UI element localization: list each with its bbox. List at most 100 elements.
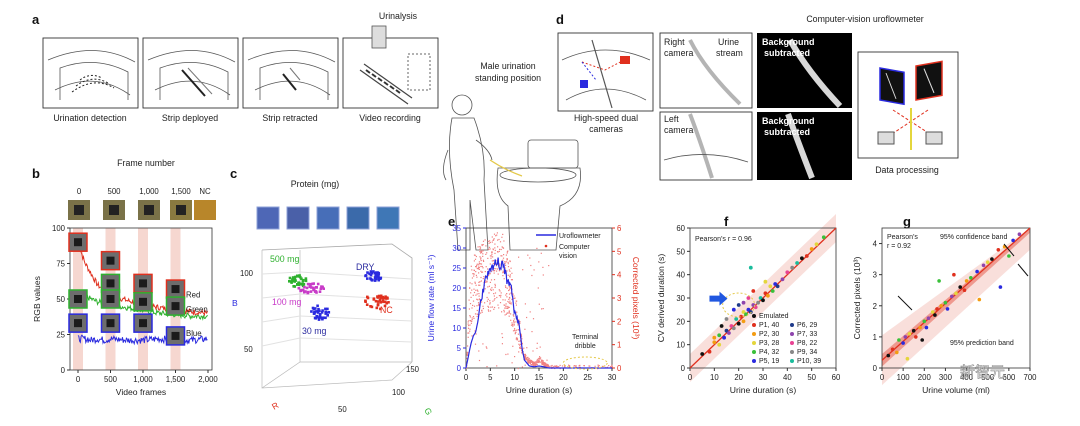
cv-point (528, 360, 530, 362)
cv-point (489, 248, 491, 250)
cv-point (529, 361, 531, 363)
cv-point (525, 359, 527, 361)
cv-point (486, 252, 488, 254)
data-point (746, 307, 751, 312)
data-point (901, 341, 905, 345)
cv-point (527, 361, 529, 363)
right-tick-label: 5 (617, 247, 622, 256)
cv-point (508, 301, 510, 304)
cv-point (498, 289, 500, 291)
x-tick-label: 30 (608, 373, 617, 382)
cv-point (486, 280, 488, 282)
cv-point (467, 332, 469, 334)
cv-point (537, 358, 539, 360)
cv-point (507, 300, 509, 303)
data-point (814, 242, 819, 247)
cv-point (514, 333, 516, 335)
cluster-point (309, 284, 312, 287)
data-point (964, 279, 969, 283)
data-point (950, 294, 954, 299)
cv-point (487, 268, 489, 270)
legend-line-label: Uroflowmeter (559, 233, 601, 240)
cluster-point (387, 301, 390, 304)
cv-point (504, 285, 507, 287)
right-tick-label: 1 (617, 341, 621, 350)
data-point (952, 272, 956, 277)
cv-point (494, 283, 496, 285)
data-point (712, 340, 717, 345)
cv-point (521, 338, 523, 340)
legend-red: Red (186, 291, 200, 300)
cv-point (512, 293, 514, 296)
frame-thumbnail-core (171, 331, 180, 340)
cluster-point (311, 306, 315, 310)
cv-point (541, 364, 543, 366)
cv-point (480, 250, 482, 252)
cv-point (481, 271, 484, 273)
cluster-point (293, 277, 297, 281)
x-tick-label: 20 (559, 373, 568, 382)
uroflowmeter-title: Computer-vision uroflowmeter (806, 14, 923, 24)
cluster-point (319, 287, 323, 291)
cv-point (478, 304, 480, 307)
data-point (998, 285, 1003, 289)
background-subtracted-top: Background subtracted (757, 33, 852, 109)
cv-point (485, 346, 487, 348)
cv-point (493, 308, 495, 310)
legend-marker (790, 359, 794, 363)
cv-point (473, 269, 475, 272)
cv-point (487, 257, 489, 259)
cv-point (486, 366, 488, 368)
cv-point (548, 265, 550, 267)
x-tick-label: 10 (510, 373, 519, 382)
cv-point (506, 252, 508, 254)
cv-point (487, 286, 489, 288)
cluster-point (383, 296, 386, 300)
x-tick-label: 500 (104, 375, 118, 384)
cluster-point (303, 290, 306, 294)
cv-point (473, 288, 475, 290)
cv-point (484, 302, 486, 304)
cv-point (511, 298, 513, 300)
cv-point (508, 312, 510, 314)
cv-point (517, 333, 519, 335)
cv-point (476, 313, 478, 315)
cv-point (503, 304, 505, 306)
cv-point (489, 281, 491, 283)
cv-point (496, 296, 498, 299)
cv-point (507, 261, 509, 263)
cv-point (489, 240, 491, 242)
urine-stream-label-1: Urine (718, 37, 739, 47)
legend-dot-label-2: vision (559, 253, 577, 260)
cv-point (498, 270, 500, 272)
cv-point (497, 304, 499, 306)
x-tick-label: 500 (981, 373, 995, 382)
cv-point (510, 267, 512, 269)
male-standing-illustration: Male urination standing position (443, 61, 581, 251)
data-point (790, 265, 795, 270)
data-point (724, 328, 729, 333)
cluster-point (376, 300, 380, 303)
cv-point (467, 327, 470, 329)
cv-point (533, 363, 535, 365)
legend-label: P2, 30 (759, 331, 779, 338)
cv-point (546, 365, 548, 367)
cv-point (494, 298, 496, 300)
cv-point (501, 255, 503, 257)
cv-point (530, 360, 533, 362)
cv-point (507, 263, 509, 265)
cv-point (493, 295, 495, 297)
cluster-point (316, 282, 320, 286)
watermark-text: 新智元 (960, 363, 1005, 381)
cv-point (509, 270, 511, 272)
cv-point (550, 365, 552, 367)
cv-point (474, 330, 476, 332)
cv-point (489, 303, 491, 305)
panel-g: g 0 1 2 3 4 0 100 200 300 400 500 600 700 Corrected p… (852, 214, 1037, 395)
cv-point (511, 279, 513, 281)
cv-point (491, 251, 493, 253)
x-tick-label: 60 (832, 373, 841, 382)
cv-point (544, 365, 546, 367)
cv-point (480, 260, 482, 262)
data-point (897, 338, 901, 342)
